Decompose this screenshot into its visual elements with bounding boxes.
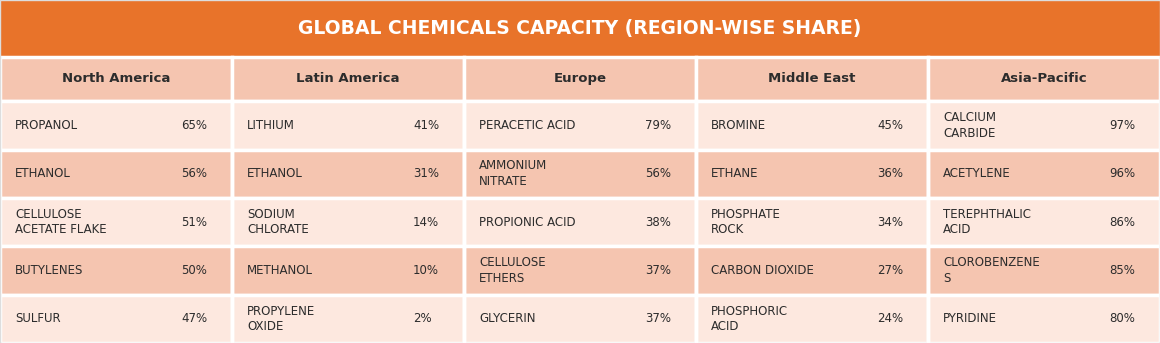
FancyBboxPatch shape: [928, 295, 1160, 343]
FancyBboxPatch shape: [0, 246, 232, 295]
FancyBboxPatch shape: [232, 246, 464, 295]
Text: 41%: 41%: [413, 119, 440, 132]
Text: PROPYLENE
OXIDE: PROPYLENE OXIDE: [247, 305, 316, 333]
FancyBboxPatch shape: [696, 295, 928, 343]
Text: 10%: 10%: [413, 264, 438, 277]
Text: SULFUR: SULFUR: [15, 312, 60, 325]
FancyBboxPatch shape: [0, 101, 232, 150]
FancyBboxPatch shape: [464, 198, 696, 246]
Text: 47%: 47%: [181, 312, 208, 325]
Text: 34%: 34%: [877, 216, 902, 228]
Text: SODIUM
CHLORATE: SODIUM CHLORATE: [247, 208, 309, 236]
Text: PHOSPHORIC
ACID: PHOSPHORIC ACID: [711, 305, 788, 333]
Text: GLOBAL CHEMICALS CAPACITY (REGION-WISE SHARE): GLOBAL CHEMICALS CAPACITY (REGION-WISE S…: [298, 19, 862, 38]
Text: Asia-Pacific: Asia-Pacific: [1001, 72, 1087, 85]
Text: BUTYLENES: BUTYLENES: [15, 264, 84, 277]
FancyBboxPatch shape: [928, 198, 1160, 246]
Text: North America: North America: [61, 72, 171, 85]
FancyBboxPatch shape: [0, 57, 232, 101]
FancyBboxPatch shape: [696, 246, 928, 295]
FancyBboxPatch shape: [464, 101, 696, 150]
Text: 38%: 38%: [645, 216, 670, 228]
Text: METHANOL: METHANOL: [247, 264, 313, 277]
Text: 37%: 37%: [645, 264, 670, 277]
Text: AMMONIUM
NITRATE: AMMONIUM NITRATE: [479, 159, 548, 188]
Text: 37%: 37%: [645, 312, 670, 325]
Text: PERACETIC ACID: PERACETIC ACID: [479, 119, 575, 132]
FancyBboxPatch shape: [696, 57, 928, 101]
FancyBboxPatch shape: [928, 246, 1160, 295]
Text: 65%: 65%: [181, 119, 206, 132]
FancyBboxPatch shape: [928, 101, 1160, 150]
Text: 85%: 85%: [1109, 264, 1134, 277]
FancyBboxPatch shape: [0, 198, 232, 246]
Text: Latin America: Latin America: [296, 72, 400, 85]
FancyBboxPatch shape: [0, 150, 232, 198]
Text: 79%: 79%: [645, 119, 672, 132]
Text: 56%: 56%: [181, 167, 206, 180]
Text: 45%: 45%: [877, 119, 902, 132]
Text: 86%: 86%: [1109, 216, 1134, 228]
FancyBboxPatch shape: [0, 0, 1160, 57]
Text: PYRIDINE: PYRIDINE: [943, 312, 998, 325]
FancyBboxPatch shape: [696, 101, 928, 150]
FancyBboxPatch shape: [928, 57, 1160, 101]
Text: CARBON DIOXIDE: CARBON DIOXIDE: [711, 264, 814, 277]
FancyBboxPatch shape: [928, 150, 1160, 198]
Text: CELLULOSE
ETHERS: CELLULOSE ETHERS: [479, 256, 545, 285]
Text: Europe: Europe: [553, 72, 607, 85]
Text: LITHIUM: LITHIUM: [247, 119, 295, 132]
Text: PROPANOL: PROPANOL: [15, 119, 78, 132]
FancyBboxPatch shape: [464, 295, 696, 343]
FancyBboxPatch shape: [464, 246, 696, 295]
FancyBboxPatch shape: [232, 101, 464, 150]
Text: ACETYLENE: ACETYLENE: [943, 167, 1010, 180]
Text: 24%: 24%: [877, 312, 904, 325]
FancyBboxPatch shape: [696, 150, 928, 198]
FancyBboxPatch shape: [464, 150, 696, 198]
Text: CLOROBENZENE
S: CLOROBENZENE S: [943, 256, 1039, 285]
FancyBboxPatch shape: [0, 295, 232, 343]
FancyBboxPatch shape: [232, 198, 464, 246]
Text: 96%: 96%: [1109, 167, 1136, 180]
Text: CALCIUM
CARBIDE: CALCIUM CARBIDE: [943, 111, 996, 140]
Text: PROPIONIC ACID: PROPIONIC ACID: [479, 216, 575, 228]
Text: 27%: 27%: [877, 264, 904, 277]
Text: ETHANE: ETHANE: [711, 167, 759, 180]
Text: 36%: 36%: [877, 167, 902, 180]
Text: 80%: 80%: [1109, 312, 1134, 325]
Text: 50%: 50%: [181, 264, 206, 277]
Text: 2%: 2%: [413, 312, 432, 325]
FancyBboxPatch shape: [232, 295, 464, 343]
Text: 14%: 14%: [413, 216, 440, 228]
Text: BROMINE: BROMINE: [711, 119, 767, 132]
Text: ETHANOL: ETHANOL: [15, 167, 71, 180]
Text: CELLULOSE
ACETATE FLAKE: CELLULOSE ACETATE FLAKE: [15, 208, 107, 236]
Text: ETHANOL: ETHANOL: [247, 167, 303, 180]
Text: 97%: 97%: [1109, 119, 1136, 132]
Text: PHOSPHATE
ROCK: PHOSPHATE ROCK: [711, 208, 781, 236]
Text: 56%: 56%: [645, 167, 670, 180]
FancyBboxPatch shape: [232, 57, 464, 101]
Text: 51%: 51%: [181, 216, 206, 228]
Text: 31%: 31%: [413, 167, 438, 180]
FancyBboxPatch shape: [464, 57, 696, 101]
Text: Middle East: Middle East: [768, 72, 856, 85]
Text: GLYCERIN: GLYCERIN: [479, 312, 536, 325]
FancyBboxPatch shape: [696, 198, 928, 246]
FancyBboxPatch shape: [232, 150, 464, 198]
Text: TEREPHTHALIC
ACID: TEREPHTHALIC ACID: [943, 208, 1031, 236]
